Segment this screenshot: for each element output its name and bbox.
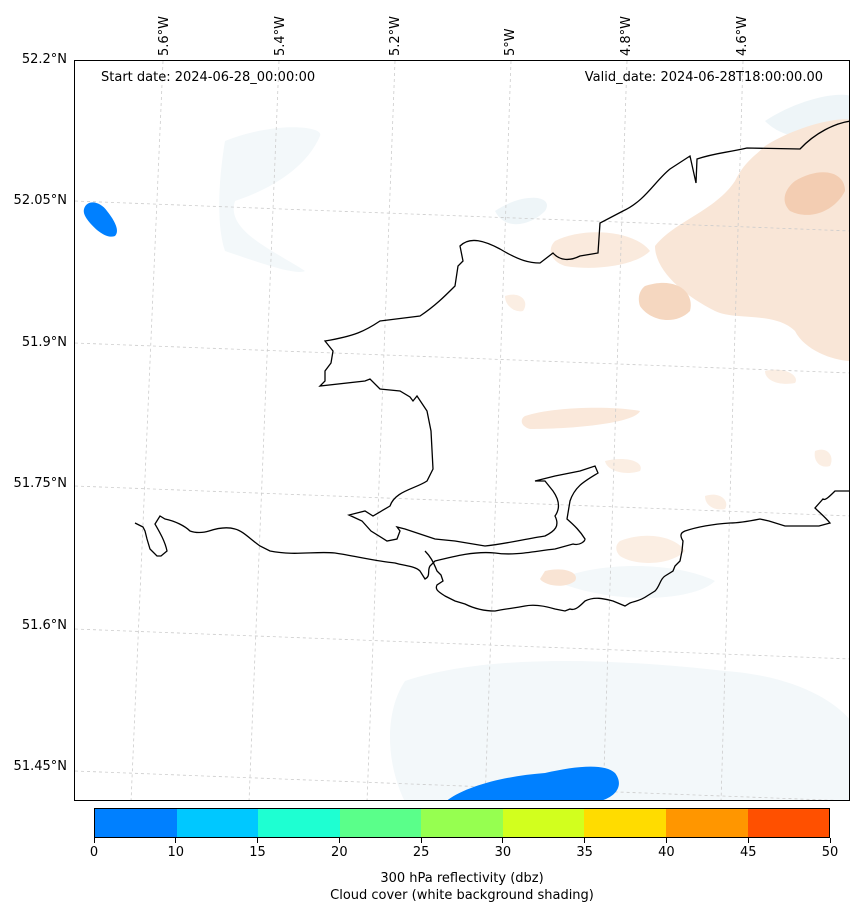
precip-patch [814,449,832,467]
colorbar-tick-label: 15 [249,845,266,860]
cloud-cover-patch [390,661,849,800]
map-canvas [75,61,849,800]
colorbar-tick-label: 25 [412,845,430,860]
colorbar-tick [420,838,422,843]
lat-label: 51.9°N [21,335,67,350]
colorbar-tick [829,838,831,843]
colorbar-segment [665,809,748,837]
precip-shading [505,119,849,586]
precip-patch [540,569,576,586]
colorbar-tick-label: 40 [658,845,675,860]
colorbar-tick-label: 20 [331,845,348,860]
cloud-cover-patch [219,127,321,272]
lon-label: 5.2°W [388,15,403,56]
colorbar-tick [257,838,259,843]
colorbar-segment [747,809,830,837]
coastline [424,490,849,612]
lat-label: 52.2°N [21,52,67,67]
lon-label: 4.8°W [619,15,634,56]
lat-label: 52.05°N [13,193,67,208]
lon-label: 5.4°W [273,15,288,56]
colorbar-segment [502,809,585,837]
lon-label: 4.6°W [735,15,750,56]
colorbar-tick [338,838,340,843]
lon-gridline [366,61,396,800]
precip-patch [550,232,650,268]
precip-patch [765,369,796,384]
colorbar-tick [584,838,586,843]
lat-label: 51.75°N [13,476,67,491]
lon-label: 5.6°W [157,15,172,56]
lat-gridline [75,628,849,660]
colorbar-tick [93,838,95,843]
lat-gridline [75,485,849,517]
colorbar-segment [176,809,259,837]
coastline [134,120,849,580]
colorbar-segment [95,809,177,837]
colorbar-tick [175,838,177,843]
colorbar-segment [258,809,340,837]
colorbar-tick-label: 10 [167,845,185,860]
precip-patch [505,294,526,312]
lon-gridline [130,61,164,800]
colorbar-tick [747,838,749,843]
precip-patch [521,407,640,429]
precip-patch [638,282,691,321]
colorbar-sublabel: Cloud cover (white background shading) [330,888,594,903]
precip-patch [616,535,685,563]
colorbar [94,808,830,838]
precip-patch [655,119,849,361]
reflectivity-blob [83,202,118,237]
colorbar-segment [584,809,666,837]
precip-patch [705,494,727,510]
reflectivity-blob [447,766,619,800]
cloud-cover-patch [495,197,547,225]
valid-date-label: Valid_date: 2024-06-28T18:00:00.00 [584,70,823,85]
map-panel [74,60,850,801]
colorbar-tick-label: 0 [89,845,99,860]
lon-gridline [248,61,280,800]
colorbar-segment [421,809,503,837]
colorbar-tick-label: 50 [821,845,839,860]
lat-label: 51.45°N [13,759,67,774]
colorbar-tick [502,838,504,843]
colorbar-tick-label: 35 [576,845,593,860]
lon-label: 5°W [503,28,518,56]
lat-label: 51.6°N [21,618,67,633]
graticule [75,61,849,800]
colorbar-tick [665,838,667,843]
precip-patch [784,172,845,215]
colorbar-label: 300 hPa reflectivity (dbz) [380,871,544,886]
colorbar-tick-label: 30 [494,845,512,860]
colorbar-segment [339,809,422,837]
cloud-cover-patch [555,566,715,598]
colorbar-tick-label: 45 [739,845,757,860]
start-date-label: Start date: 2024-06-28_00:00:00 [101,70,316,85]
precip-patch [605,459,641,473]
